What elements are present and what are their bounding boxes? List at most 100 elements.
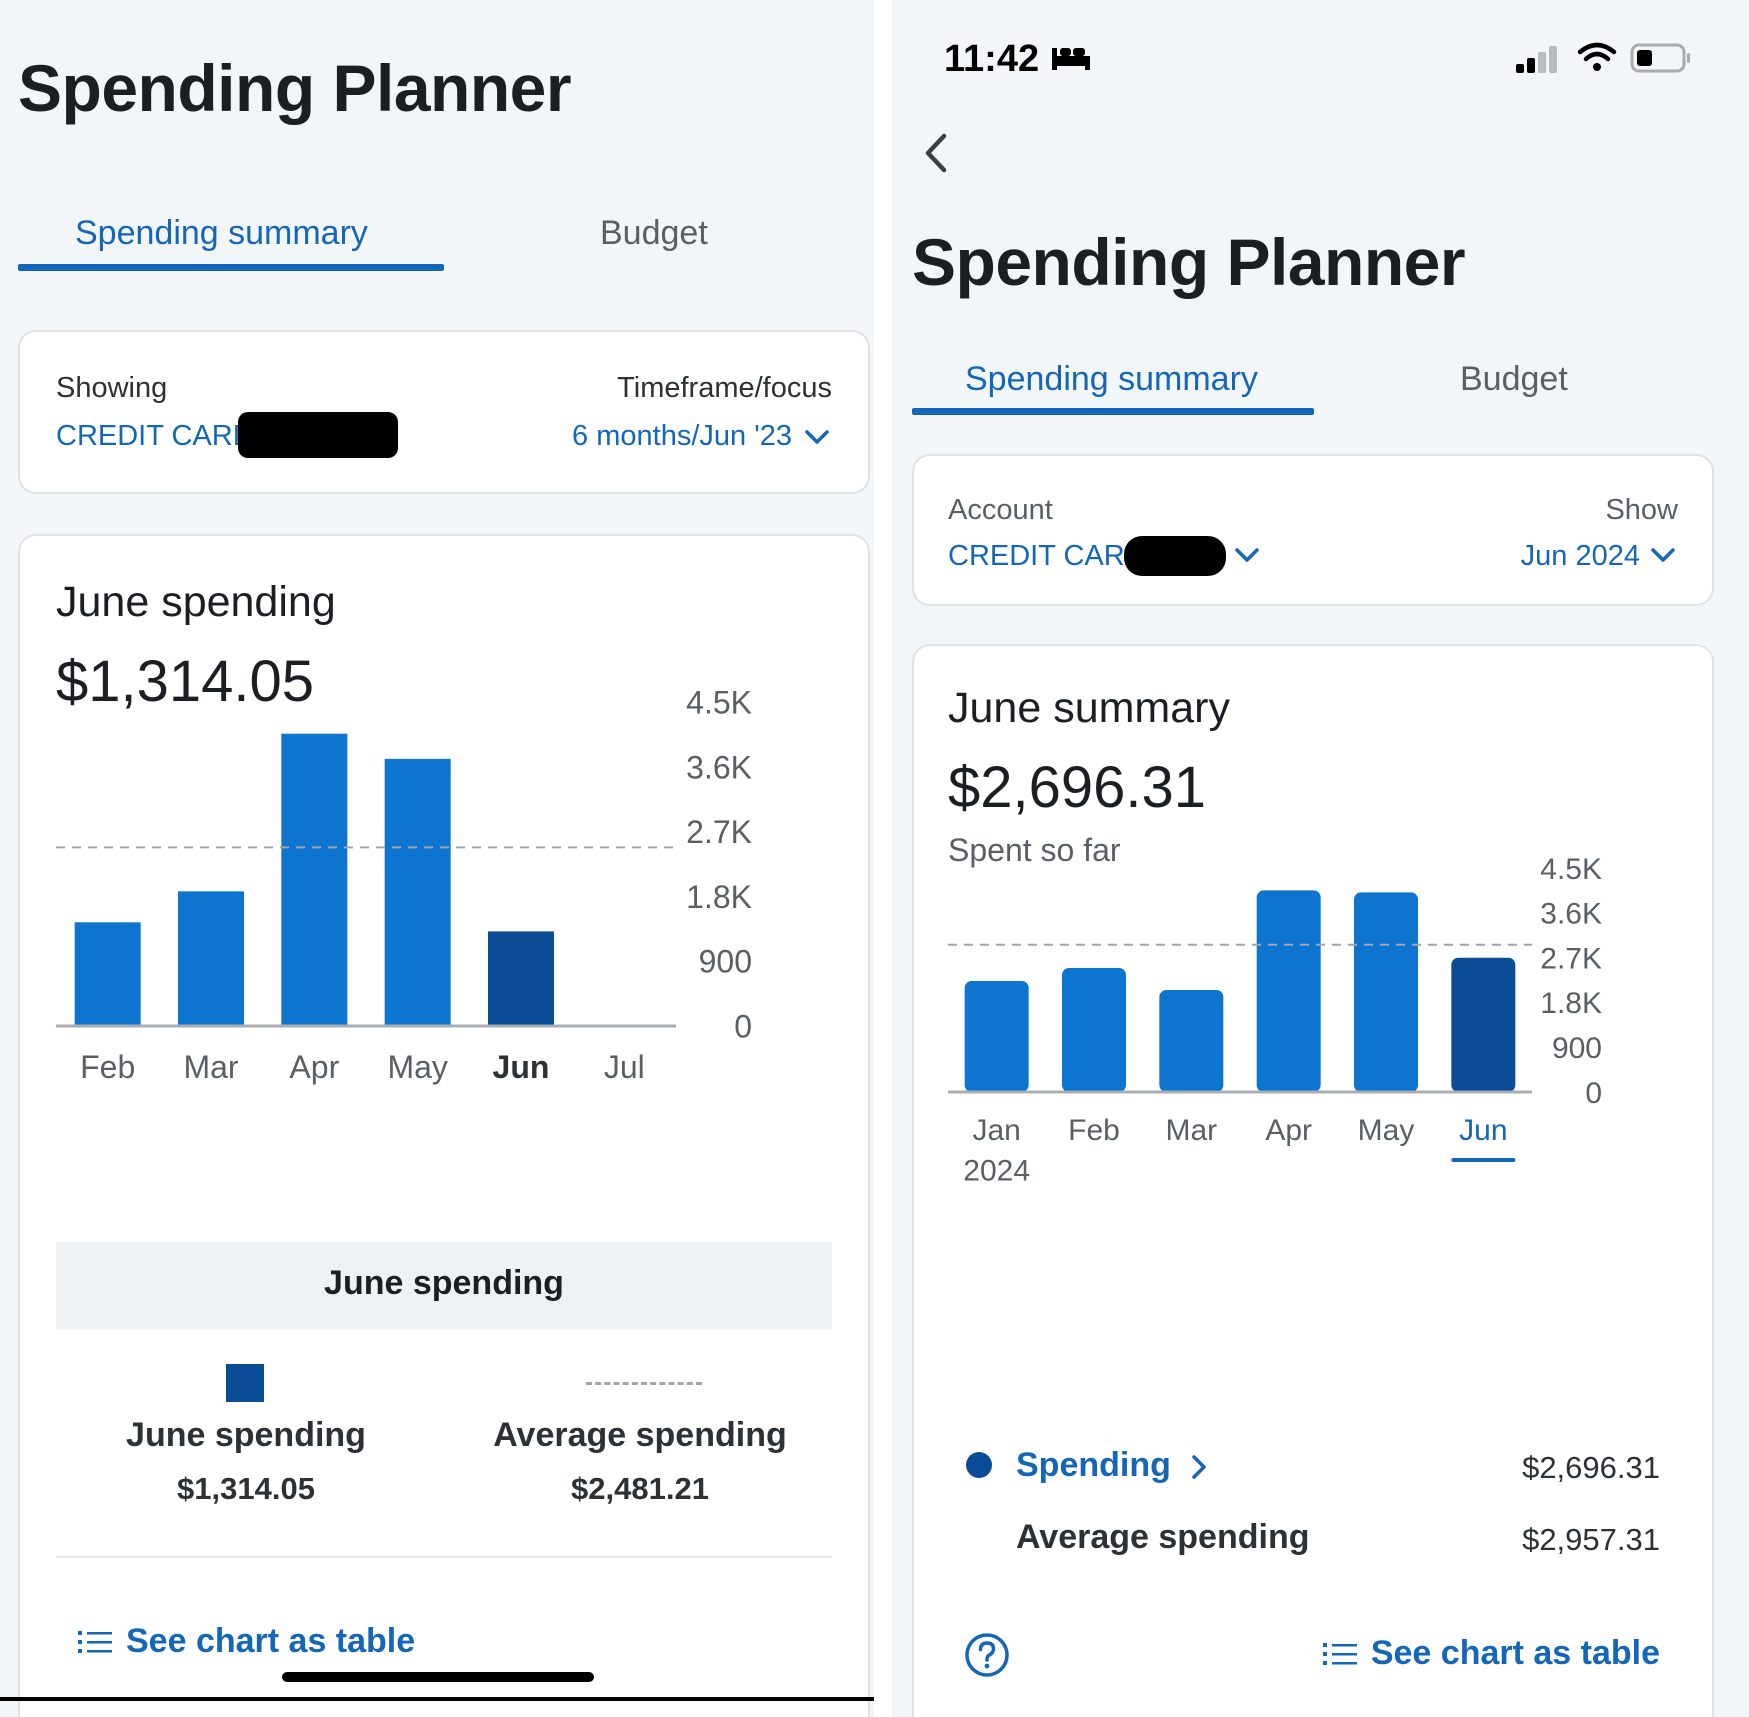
list-icon bbox=[78, 1630, 112, 1653]
tab-spending-summary[interactable]: Spending summary bbox=[965, 360, 1258, 398]
tab-budget[interactable]: Budget bbox=[1460, 360, 1568, 398]
bar bbox=[488, 931, 554, 1026]
chevron-down-icon[interactable] bbox=[1650, 546, 1676, 564]
x-tick-label: May bbox=[387, 1049, 447, 1085]
list-icon bbox=[1322, 1642, 1357, 1665]
legend-item-name: June spending bbox=[126, 1416, 366, 1454]
divider bbox=[56, 1556, 832, 1558]
cellular-signal-icon bbox=[1516, 46, 1557, 73]
x-tick-label: Jun bbox=[1459, 1114, 1507, 1147]
y-tick-label: 4.5K bbox=[1540, 853, 1602, 886]
y-tick-label: 3.6K bbox=[1540, 898, 1602, 931]
y-tick-label: 900 bbox=[699, 944, 752, 980]
x-tick-label: May bbox=[1358, 1114, 1415, 1147]
june-spending-swatch bbox=[226, 1364, 264, 1402]
legend-item-name: Average spending bbox=[493, 1416, 787, 1454]
spending-row-value: $2,696.31 bbox=[1522, 1450, 1660, 1485]
selected-month-indicator bbox=[1451, 1158, 1516, 1162]
home-indicator bbox=[282, 1672, 594, 1682]
help-icon[interactable] bbox=[964, 1632, 1010, 1678]
page-title: Spending Planner bbox=[912, 225, 1466, 299]
spending-bar-chart: 0 900 1.8K 2.7K 3.6K 4.5K Jan 2024 Feb Mar Apr May J… bbox=[948, 853, 1602, 1188]
summary-heading: June summary bbox=[948, 684, 1230, 732]
redacted-account-number bbox=[1124, 536, 1226, 576]
legend-item-average-spending: Average spending $2,481.21 bbox=[480, 1416, 800, 1507]
x-tick-label: Mar bbox=[1165, 1114, 1217, 1147]
x-tick-label: Feb bbox=[1068, 1114, 1120, 1147]
bar bbox=[384, 758, 451, 1026]
summary-heading: June spending bbox=[56, 578, 336, 626]
summary-amount: $2,696.31 bbox=[948, 755, 1207, 820]
page-title: Spending Planner bbox=[18, 51, 572, 125]
summary-subtext: Spent so far bbox=[948, 832, 1121, 868]
bar bbox=[1256, 890, 1321, 1092]
spending-bar-chart: 0 900 1.8K 2.7K 3.6K 4.5K Feb Mar Apr May Jun Jul bbox=[56, 685, 752, 1085]
spending-row-link[interactable]: Spending bbox=[1016, 1446, 1208, 1485]
status-time: 11:42 bbox=[944, 38, 1040, 80]
x-tick-label: Apr bbox=[289, 1049, 339, 1085]
bar bbox=[74, 922, 141, 1026]
x-tick-label: Jun bbox=[493, 1049, 550, 1085]
bar bbox=[1354, 892, 1418, 1092]
chevron-down-icon[interactable] bbox=[1234, 546, 1260, 564]
x-tick-label: 2024 bbox=[963, 1155, 1030, 1188]
bar bbox=[281, 733, 348, 1026]
active-tab-indicator bbox=[912, 408, 1314, 415]
chevron-right-icon bbox=[1192, 1455, 1207, 1479]
see-chart-as-table-label: See chart as table bbox=[1370, 1634, 1660, 1672]
see-chart-as-table-label: See chart as table bbox=[126, 1622, 416, 1660]
average-spending-row-label: Average spending bbox=[1016, 1518, 1310, 1556]
see-chart-as-table-link[interactable]: See chart as table bbox=[1322, 1634, 1660, 1673]
legend-header: June spending bbox=[56, 1242, 832, 1330]
wifi-icon bbox=[1577, 42, 1617, 71]
active-tab-indicator bbox=[18, 264, 444, 271]
chevron-down-icon[interactable] bbox=[804, 428, 830, 446]
spending-legend-dot bbox=[966, 1452, 992, 1478]
month-selector[interactable]: Jun 2024 bbox=[1520, 540, 1640, 572]
y-tick-label: 1.8K bbox=[1540, 987, 1602, 1020]
timeframe-selector[interactable]: 6 months/Jun '23 bbox=[572, 420, 792, 452]
y-tick-label: 4.5K bbox=[686, 685, 752, 721]
filter-card: Showing CREDIT CARD Timeframe/focus 6 mo… bbox=[18, 330, 870, 494]
tab-budget[interactable]: Budget bbox=[600, 214, 708, 252]
spending-row-label: Spending bbox=[1016, 1446, 1171, 1484]
y-tick-label: 2.7K bbox=[686, 814, 752, 850]
timeframe-label: Timeframe/focus bbox=[617, 372, 832, 404]
account-selector[interactable]: CREDIT CARD bbox=[948, 540, 1146, 572]
left-screenshot: Spending Planner Spending summary Budget… bbox=[0, 0, 874, 1717]
legend-item-value: $1,314.05 bbox=[177, 1471, 315, 1506]
legend-item-june-spending: June spending $1,314.05 bbox=[96, 1416, 396, 1507]
see-chart-as-table-link[interactable]: See chart as table bbox=[78, 1622, 415, 1661]
summary-amount: $1,314.05 bbox=[56, 649, 315, 714]
bar bbox=[1062, 968, 1126, 1092]
y-tick-label: 1.8K bbox=[686, 879, 752, 915]
x-tick-label: Mar bbox=[183, 1049, 238, 1085]
bed-icon bbox=[1052, 48, 1090, 70]
legend-item-value: $2,481.21 bbox=[571, 1471, 709, 1506]
tab-spending-summary[interactable]: Spending summary bbox=[75, 214, 368, 252]
showing-label: Showing bbox=[56, 372, 168, 404]
account-label: Account bbox=[948, 494, 1053, 526]
average-spending-swatch bbox=[586, 1382, 702, 1385]
right-screenshot: 11:42 Spending Planner Spending summary … bbox=[892, 0, 1749, 1717]
bar bbox=[1159, 989, 1224, 1092]
bar bbox=[1451, 957, 1516, 1092]
x-tick-label: Jan bbox=[972, 1114, 1020, 1147]
x-tick-label: Apr bbox=[1265, 1114, 1312, 1147]
average-spending-row-value: $2,957.31 bbox=[1522, 1522, 1660, 1557]
x-tick-label: Jul bbox=[604, 1049, 645, 1085]
bar bbox=[178, 891, 244, 1026]
legend-title: June spending bbox=[324, 1264, 564, 1302]
bottom-border bbox=[0, 1697, 874, 1701]
bar bbox=[964, 980, 1029, 1092]
summary-card: June summary $2,696.31 Spent so far 0 900… bbox=[912, 644, 1714, 1717]
back-chevron-icon[interactable] bbox=[922, 132, 952, 174]
y-tick-label: 0 bbox=[734, 1009, 752, 1045]
redacted-account-number bbox=[238, 412, 398, 458]
y-tick-label: 0 bbox=[1585, 1077, 1602, 1110]
show-label: Show bbox=[1605, 494, 1678, 526]
y-tick-label: 900 bbox=[1552, 1032, 1602, 1065]
summary-card: June spending $1,314.05 0 900 1.8K 2.7K 3.6K… bbox=[18, 534, 870, 1717]
filter-card: Account CREDIT CARD Show Jun 2024 bbox=[912, 454, 1714, 606]
account-selector[interactable]: CREDIT CARD bbox=[56, 420, 254, 452]
